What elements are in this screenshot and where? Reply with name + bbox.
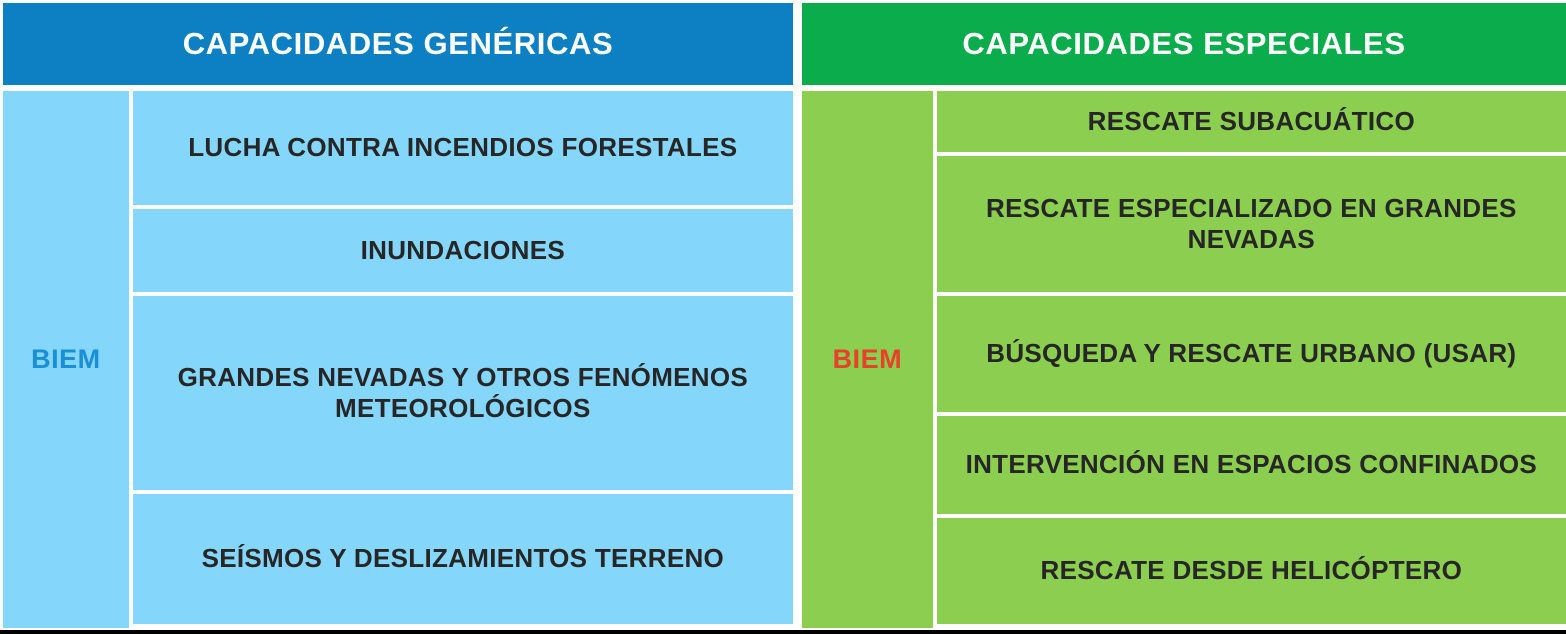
special-capabilities-table: CAPACIDADES ESPECIALES BIEM RESCATE SUBA… <box>797 0 1566 634</box>
generic-capabilities-body: BIEM LUCHA CONTRA INCENDIOS FORESTALES I… <box>3 91 793 628</box>
special-capabilities-header: CAPACIDADES ESPECIALES <box>801 3 1566 85</box>
bottom-border <box>0 630 1566 634</box>
generic-capabilities-header: CAPACIDADES GENÉRICAS <box>3 3 793 85</box>
right-header-spacer <box>801 85 1566 91</box>
table-row: BÚSQUEDA Y RESCATE URBANO (USAR) <box>936 296 1566 416</box>
generic-unit-cell-biem: BIEM <box>3 91 133 628</box>
table-row: RESCATE SUBACUÁTICO <box>936 91 1566 156</box>
special-capabilities-body: BIEM RESCATE SUBACUÁTICO RESCATE ESPECIA… <box>801 91 1566 628</box>
left-header-spacer <box>3 85 793 91</box>
generic-capabilities-table: CAPACIDADES GENÉRICAS BIEM LUCHA CONTRA … <box>3 3 793 628</box>
special-capabilities-rows: RESCATE SUBACUÁTICO RESCATE ESPECIALIZAD… <box>936 91 1566 628</box>
tables-divider <box>792 0 797 634</box>
table-row: INTERVENCIÓN EN ESPACIOS CONFINADOS <box>936 416 1566 518</box>
table-row: GRANDES NEVADAS Y OTROS FENÓMENOS METEOR… <box>132 296 793 494</box>
generic-capabilities-rows: LUCHA CONTRA INCENDIOS FORESTALES INUNDA… <box>132 91 793 628</box>
table-row: INUNDACIONES <box>132 209 793 296</box>
table-row: SEÍSMOS Y DESLIZAMIENTOS TERRENO <box>132 494 793 628</box>
table-row: RESCATE DESDE HELICÓPTERO <box>936 518 1566 628</box>
special-unit-cell-biem: BIEM <box>801 91 937 628</box>
table-row: LUCHA CONTRA INCENDIOS FORESTALES <box>132 91 793 209</box>
table-row: RESCATE ESPECIALIZADO EN GRANDES NEVADAS <box>936 156 1566 296</box>
